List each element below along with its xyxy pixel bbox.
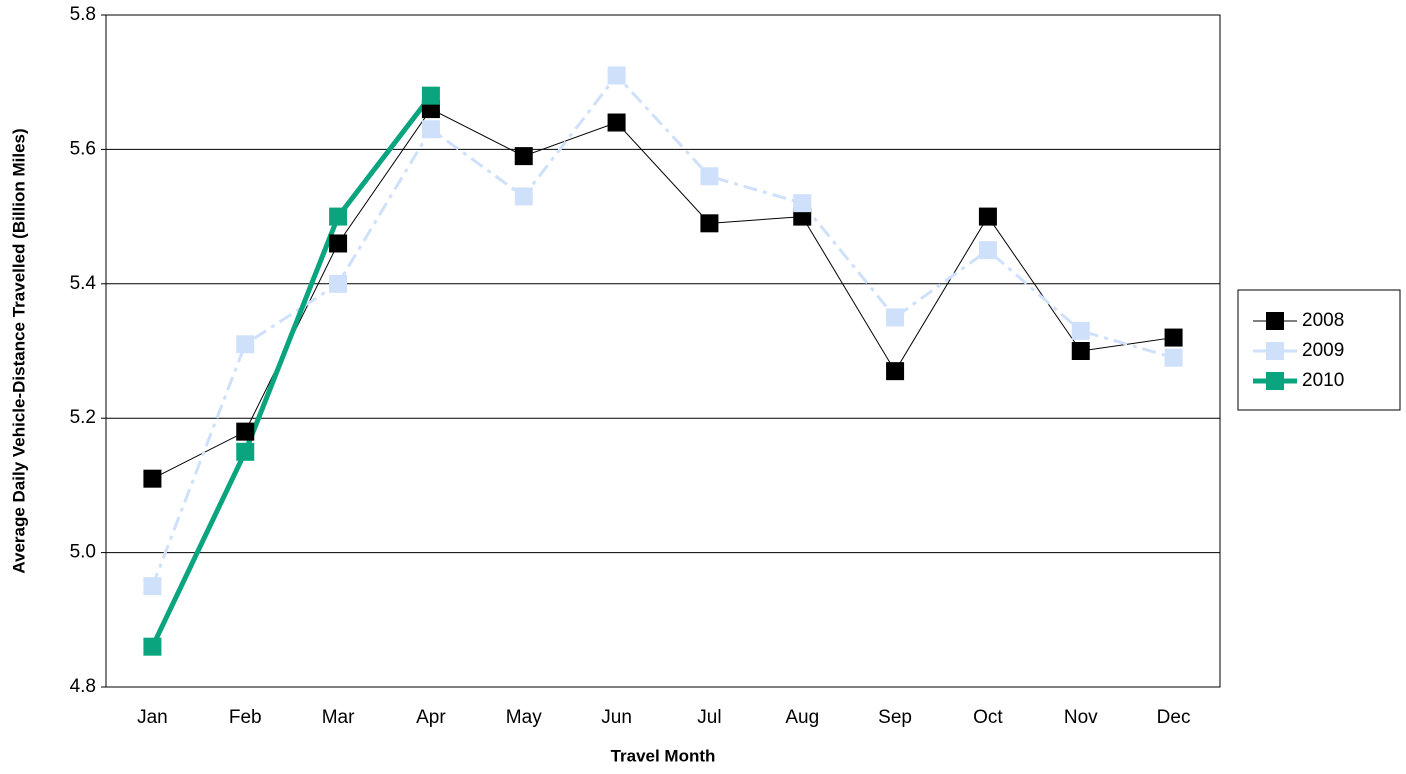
legend-label: 2009 xyxy=(1302,340,1344,361)
marker xyxy=(236,422,255,441)
x-tick-label: Nov xyxy=(1064,707,1098,728)
marker xyxy=(1071,321,1090,340)
marker xyxy=(236,335,255,354)
x-tick-label: Jun xyxy=(601,707,632,728)
y-axis-title: Average Daily Vehicle-Distance Travelled… xyxy=(9,128,28,573)
marker xyxy=(793,194,812,213)
y-tick-label: 5.2 xyxy=(70,407,96,428)
plot-border xyxy=(105,14,1221,688)
x-tick-label: Dec xyxy=(1157,707,1191,728)
marker xyxy=(329,234,348,253)
x-axis-title: Travel Month xyxy=(611,746,716,765)
series-line xyxy=(151,73,1174,587)
marker xyxy=(329,207,348,226)
series-line xyxy=(150,94,433,648)
legend-marker xyxy=(1266,342,1284,360)
marker xyxy=(143,469,162,488)
marker xyxy=(607,113,626,132)
legend-label: 2010 xyxy=(1302,370,1344,391)
marker xyxy=(514,147,533,166)
x-tick-label: Feb xyxy=(229,707,262,728)
marker xyxy=(421,120,440,139)
y-tick-label: 5.0 xyxy=(70,542,96,563)
y-tick-label: 4.8 xyxy=(70,676,96,697)
x-tick-label: Mar xyxy=(322,707,355,728)
series-line xyxy=(152,108,1174,480)
legend-marker xyxy=(1266,372,1284,390)
marker xyxy=(700,214,719,233)
marker xyxy=(1164,328,1183,347)
marker xyxy=(886,308,905,327)
marker xyxy=(236,442,255,461)
marker xyxy=(1071,342,1090,360)
x-tick-label: Jan xyxy=(137,707,168,728)
x-tick-label: Aug xyxy=(785,707,819,728)
x-tick-label: Sep xyxy=(878,707,912,728)
marker xyxy=(978,207,997,226)
marker xyxy=(143,637,162,656)
x-tick-label: Oct xyxy=(973,707,1003,728)
y-tick-label: 5.8 xyxy=(70,4,96,25)
marker xyxy=(607,66,626,85)
y-tick-label: 5.4 xyxy=(70,273,97,294)
x-tick-label: Apr xyxy=(416,707,446,728)
marker xyxy=(143,577,162,596)
marker xyxy=(421,86,440,105)
x-tick-label: Jul xyxy=(697,707,721,728)
marker xyxy=(700,167,719,186)
x-tick-label: May xyxy=(506,707,542,728)
legend-label: 2008 xyxy=(1302,310,1344,331)
marker xyxy=(514,187,533,206)
legend-marker xyxy=(1266,312,1284,330)
y-tick-label: 5.6 xyxy=(70,138,96,159)
marker xyxy=(329,274,348,293)
marker xyxy=(886,362,905,381)
marker xyxy=(1164,348,1183,367)
marker xyxy=(978,241,997,260)
